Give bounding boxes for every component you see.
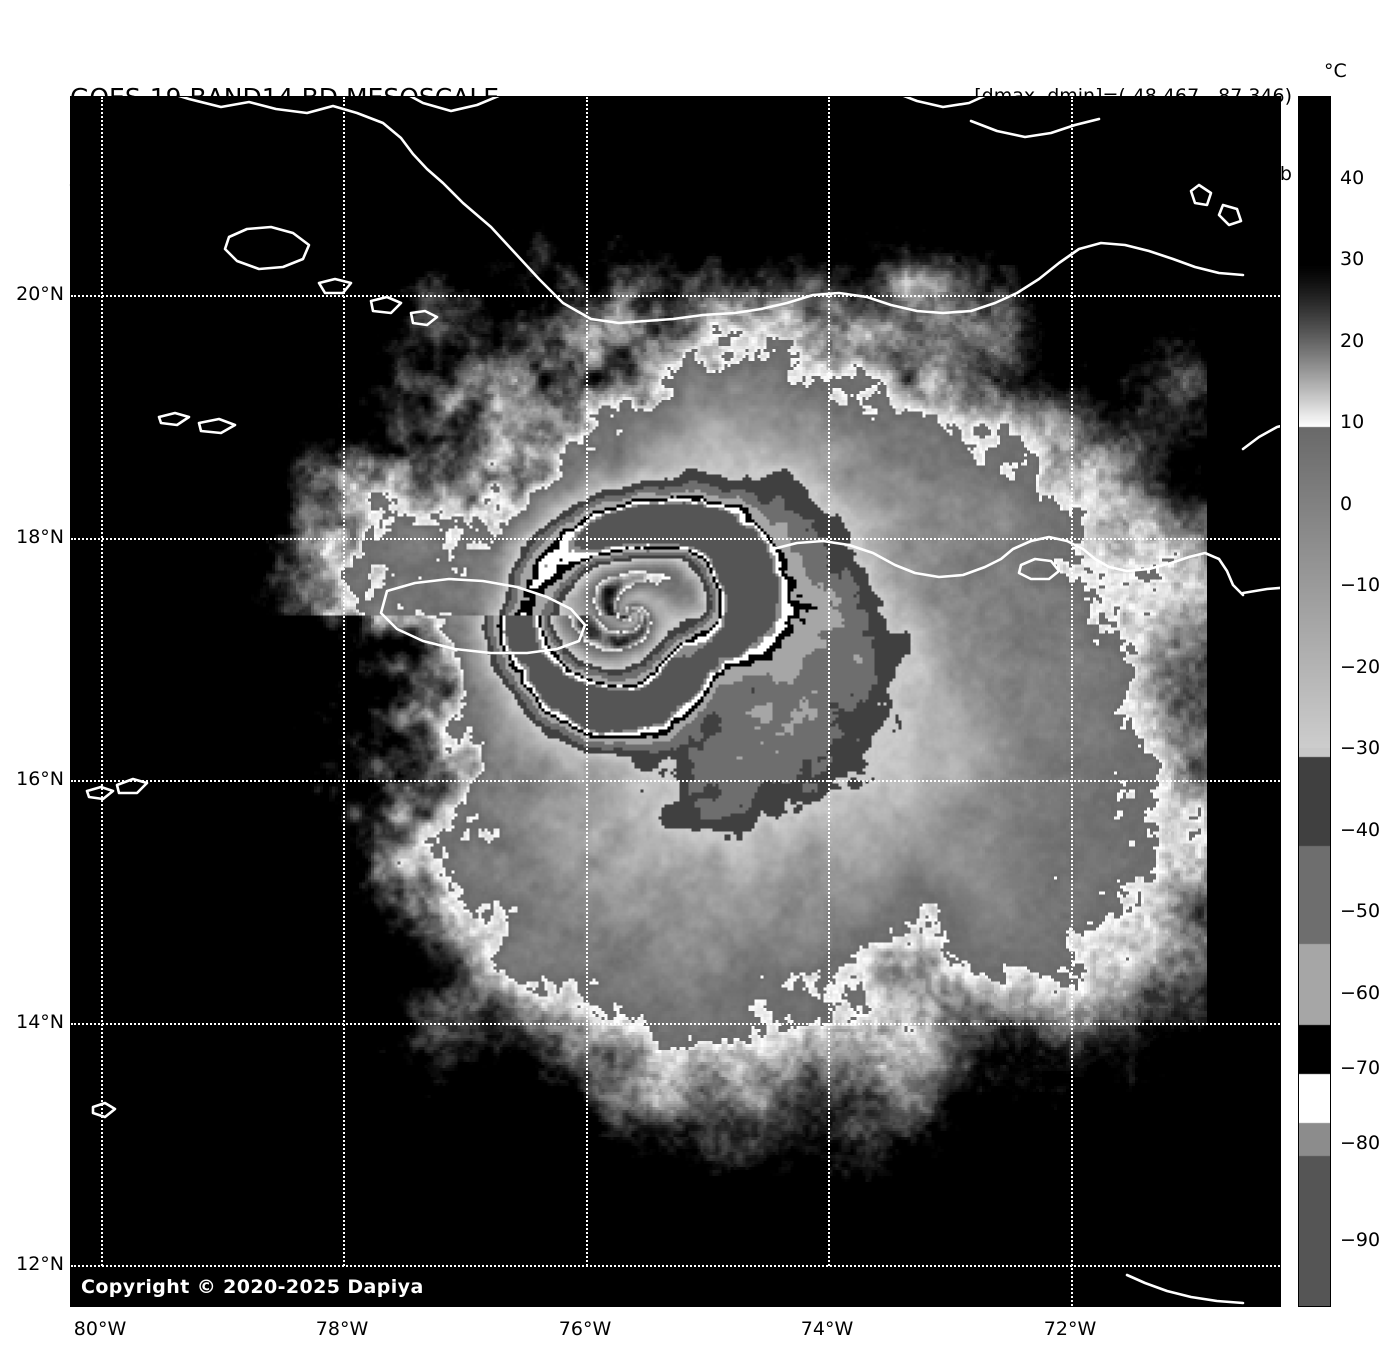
copyright-banner: Copyright © 2020-2025 Dapiya [71, 1268, 917, 1306]
colorbar-tick-20: 20 [1340, 330, 1365, 352]
colorbar-tick-m90: −90 [1340, 1229, 1381, 1251]
ytick-label-12N: 12°N [16, 1253, 64, 1275]
colorbar-tick-m60: −60 [1340, 982, 1381, 1004]
colorbar-tick-m10: −10 [1340, 574, 1381, 596]
colorbar-tick-m30: −30 [1340, 737, 1381, 759]
colorbar[interactable] [1298, 96, 1331, 1307]
satellite-imagery-canvas [71, 97, 1280, 1306]
colorbar-tick-m70: −70 [1340, 1057, 1381, 1079]
colorbar-unit-label: °C [1324, 60, 1347, 82]
ytick-label-16N: 16°N [16, 768, 64, 790]
colorbar-tick-m50: −50 [1340, 900, 1381, 922]
colorbar-tick-10: 10 [1340, 411, 1365, 433]
colorbar-gradient [1298, 96, 1331, 1307]
xtick-label-74W: 74°W [800, 1318, 854, 1340]
xtick-label-76W: 76°W [558, 1318, 612, 1340]
xtick-label-72W: 72°W [1043, 1318, 1097, 1340]
copyright-text: Copyright © 2020-2025 Dapiya [81, 1276, 424, 1298]
colorbar-tick-m80: −80 [1340, 1132, 1381, 1154]
coastline-overlay [85, 97, 1280, 1305]
colorbar-tick-m40: −40 [1340, 819, 1381, 841]
ytick-label-20N: 20°N [16, 283, 64, 305]
colorbar-tick-40: 40 [1340, 167, 1365, 189]
satellite-map[interactable]: Copyright © 2020-2025 Dapiya [70, 96, 1281, 1307]
xtick-label-78W: 78°W [315, 1318, 369, 1340]
colorbar-tick-m20: −20 [1340, 656, 1381, 678]
ytick-label-14N: 14°N [16, 1011, 64, 1033]
colorbar-tick-30: 30 [1340, 248, 1365, 270]
ytick-label-18N: 18°N [16, 526, 64, 548]
xtick-label-80W: 80°W [73, 1318, 127, 1340]
colorbar-tick-0: 0 [1340, 493, 1353, 515]
